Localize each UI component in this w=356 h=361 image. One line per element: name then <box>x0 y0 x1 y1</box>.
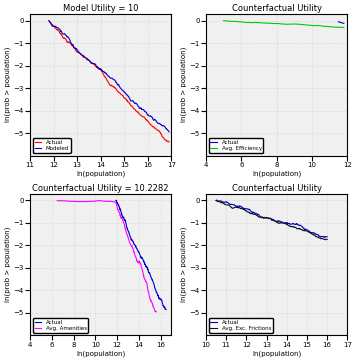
X-axis label: ln(population): ln(population) <box>76 170 125 177</box>
Legend: Actual, Avg. Efficiency: Actual, Avg. Efficiency <box>209 138 263 153</box>
Title: Counterfactual Utility: Counterfactual Utility <box>232 184 322 193</box>
Legend: Actual, Avg. Exc. Frictions: Actual, Avg. Exc. Frictions <box>209 318 273 332</box>
Title: Counterfactual Utility: Counterfactual Utility <box>232 4 322 13</box>
Title: Counterfactual Utility = 10.2282: Counterfactual Utility = 10.2282 <box>32 184 169 193</box>
Legend: Actual, Modeled: Actual, Modeled <box>33 138 70 153</box>
Y-axis label: ln(prob > population): ln(prob > population) <box>180 227 187 302</box>
X-axis label: ln(population): ln(population) <box>252 170 301 177</box>
Y-axis label: ln(prob > population): ln(prob > population) <box>4 47 11 122</box>
Legend: Actual, Avg. Amenities: Actual, Avg. Amenities <box>33 318 88 332</box>
X-axis label: ln(population): ln(population) <box>252 350 301 357</box>
Y-axis label: ln(prob > population): ln(prob > population) <box>4 227 11 302</box>
X-axis label: ln(population): ln(population) <box>76 350 125 357</box>
Title: Model Utility = 10: Model Utility = 10 <box>63 4 138 13</box>
Y-axis label: ln(prob > population): ln(prob > population) <box>180 47 187 122</box>
